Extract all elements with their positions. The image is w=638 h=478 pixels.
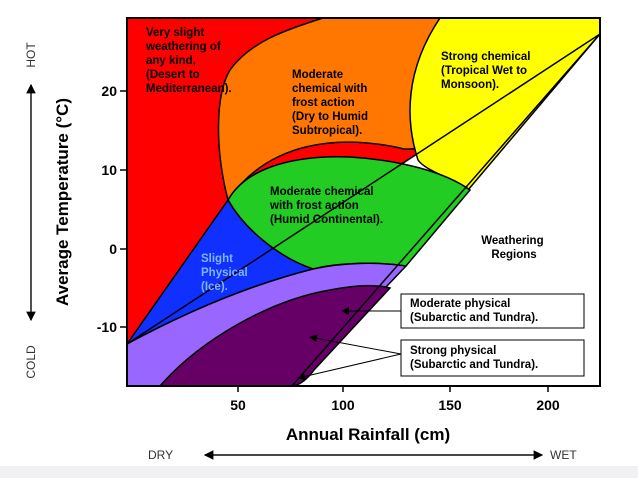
x-tick-100: 100	[331, 397, 355, 413]
x-tick-50: 50	[230, 397, 246, 413]
svg-text:Moderate physical (Subar: Moderate physical (Subarctic and Tundra)…	[410, 298, 538, 324]
y-axis: 20 10 0 -10 Average Temperature (°C) HOT…	[24, 42, 127, 379]
label-moderate-chem-frost: Moderate chemical with frost action (Hum…	[269, 186, 383, 226]
legend-title: Weathering Regions	[481, 235, 547, 261]
y-top-word: HOT	[24, 42, 38, 68]
label-moderate-frost: Moderate chemical with frost action (Dry…	[292, 69, 371, 137]
label-slight-physical: Slight Physical (Ice).	[201, 253, 251, 293]
x-tick-200: 200	[536, 397, 560, 413]
callout-strong-physical: Strong physical (Subarctic and Tundra).	[297, 334, 585, 381]
y-tick-20: 20	[101, 83, 117, 99]
label-strong-chemical: Strong chemical (Tropical Wet to Monsoon…	[441, 51, 534, 91]
y-tick-0: 0	[109, 241, 117, 257]
x-right-word: WET	[550, 448, 577, 462]
x-axis-title: Annual Rainfall (cm)	[286, 425, 450, 444]
callout-moderate-physical: Moderate physical (Subarctic and Tundra)…	[341, 293, 585, 329]
y-axis-title: Average Temperature (°C)	[53, 98, 72, 306]
y-tick-minus10: -10	[97, 319, 117, 335]
label-very-slight: Very slight weathering of any kind, (Des…	[145, 27, 232, 95]
x-tick-150: 150	[438, 397, 462, 413]
region-strong-physical	[159, 284, 392, 386]
bottom-band	[0, 466, 638, 478]
y-bottom-word: COLD	[24, 345, 38, 379]
x-axis: 50 100 150 200 Annual Rainfall (cm) DRY …	[148, 386, 577, 462]
plot-frame	[126, 17, 601, 387]
svg-text:Strong physical (Subarct: Strong physical (Subarctic and Tundra).	[410, 345, 538, 371]
y-tick-10: 10	[101, 162, 117, 178]
x-left-word: DRY	[148, 448, 173, 462]
